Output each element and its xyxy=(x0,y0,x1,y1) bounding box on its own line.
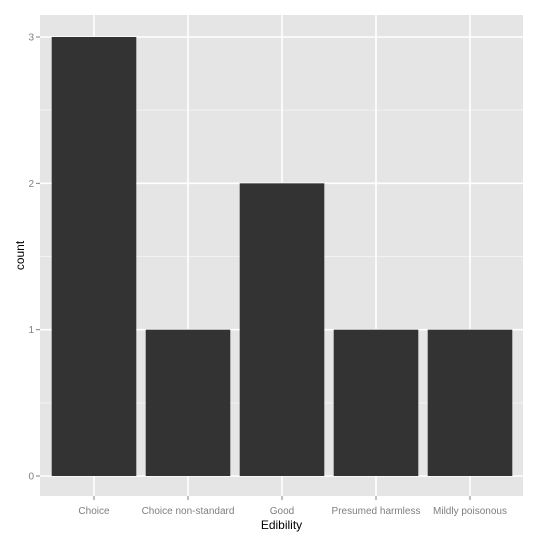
bar-choice-non-standard xyxy=(145,329,231,476)
y-axis-title: count xyxy=(13,240,27,270)
x-tick-label: Choice xyxy=(78,506,110,517)
bar-presumed-harmless xyxy=(333,329,419,476)
bars xyxy=(51,37,513,477)
x-axis-ticks: Choice Choice non-standard Good Presumed ha… xyxy=(78,496,507,517)
y-axis-ticks: 0 1 2 3 xyxy=(28,33,40,483)
x-tick-label: Good xyxy=(270,506,294,517)
bar-good xyxy=(239,183,325,477)
bar-mildly-poisonous xyxy=(427,329,513,476)
y-tick-label: 3 xyxy=(28,33,34,44)
x-tick-label: Choice non-standard xyxy=(142,506,235,517)
x-tick-label: Presumed harmless xyxy=(332,506,421,517)
y-tick-label: 1 xyxy=(28,325,34,336)
bar-choice xyxy=(51,37,137,476)
y-tick-label: 0 xyxy=(28,472,34,483)
y-tick-label: 2 xyxy=(28,179,34,190)
x-tick-label: Mildly poisonous xyxy=(433,506,507,517)
x-axis-title: Edibility xyxy=(261,518,302,532)
